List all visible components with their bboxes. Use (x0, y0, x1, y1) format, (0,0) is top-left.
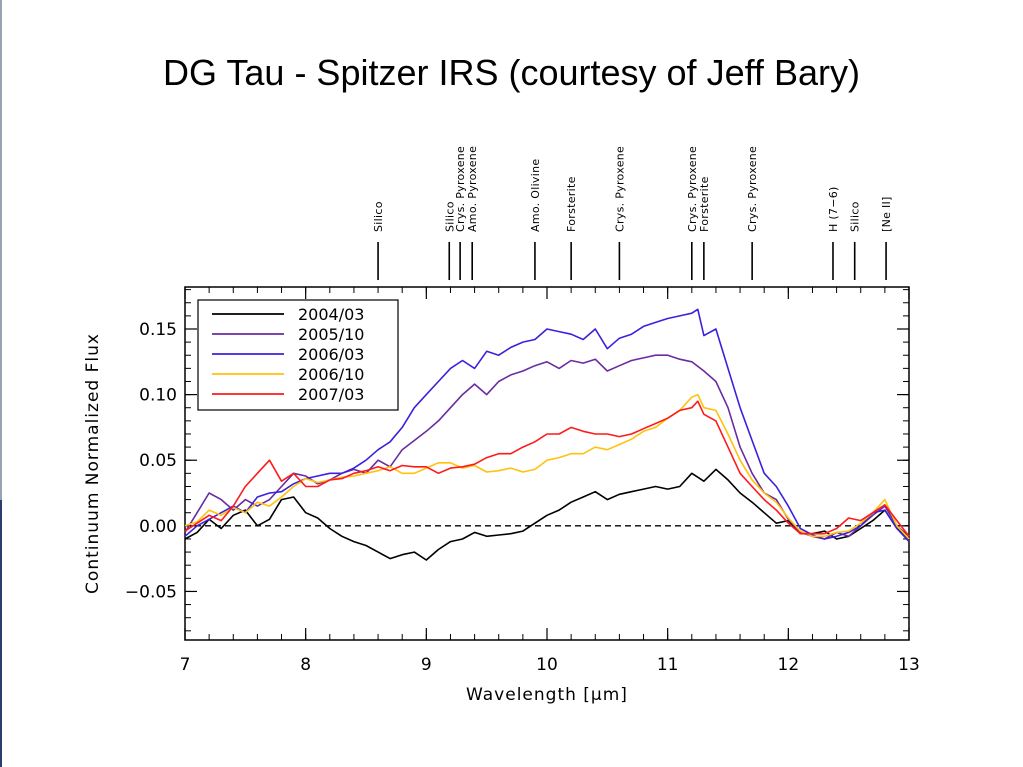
feature-label: [Ne II] (880, 196, 893, 232)
feature-label: Silico (372, 201, 385, 232)
feature-label: Amo. Olivine (529, 159, 542, 232)
x-tick-label: 9 (421, 655, 432, 675)
y-tick-label: 0.15 (139, 320, 177, 340)
series-line (184, 400, 910, 537)
x-tick-label: 12 (778, 655, 800, 675)
x-tick-label: 8 (300, 655, 311, 675)
feature-label: H (7−6) (827, 186, 840, 232)
legend-box (197, 299, 399, 411)
x-axis-label: Wavelength [μm] (466, 685, 628, 705)
series-line (184, 468, 910, 561)
series-line (184, 354, 910, 540)
axis-ticks: 7 8 9 10 11 12 13 −0.05 0.00 0.05 0.10 0.15 (125, 287, 920, 675)
feature-label: Silico (849, 201, 862, 232)
slide-left-border-accent (0, 500, 2, 767)
x-tick-label: 11 (657, 655, 679, 675)
feature-label: Amo. Pyroxene (466, 146, 479, 232)
legend-label: 2005/10 (298, 325, 364, 344)
feature-label: Forsterite (565, 176, 578, 232)
feature-label: Silico (443, 201, 456, 232)
feature-label: Crys. Pyroxene (746, 146, 759, 232)
feature-label: Crys. Pyroxene (454, 146, 467, 232)
x-tick-label: 7 (180, 655, 191, 675)
feature-label: Crys. Pyroxene (686, 146, 699, 232)
feature-label: Crys. Pyroxene (613, 146, 626, 232)
series-lines (184, 308, 910, 561)
y-tick-label: 0.10 (139, 386, 177, 406)
legend-label: 2006/10 (298, 365, 364, 384)
y-tick-label: 0.00 (139, 517, 177, 537)
slide-title: DG Tau - Spitzer IRS (courtesy of Jeff B… (163, 52, 860, 93)
legend-label: 2006/03 (298, 345, 364, 364)
series-line (184, 308, 910, 543)
legend-label: 2004/03 (298, 305, 364, 324)
x-tick-label: 13 (898, 655, 920, 675)
y-tick-label: 0.05 (139, 451, 177, 471)
legend-label: 2007/03 (298, 385, 364, 404)
y-tick-label: −0.05 (125, 582, 177, 602)
series-line (184, 393, 910, 540)
x-tick-label: 10 (536, 655, 558, 675)
feature-label: Forsterite (698, 176, 711, 232)
y-axis-label: Continuum Normalized Flux (83, 333, 103, 594)
slide-left-border (0, 0, 2, 767)
